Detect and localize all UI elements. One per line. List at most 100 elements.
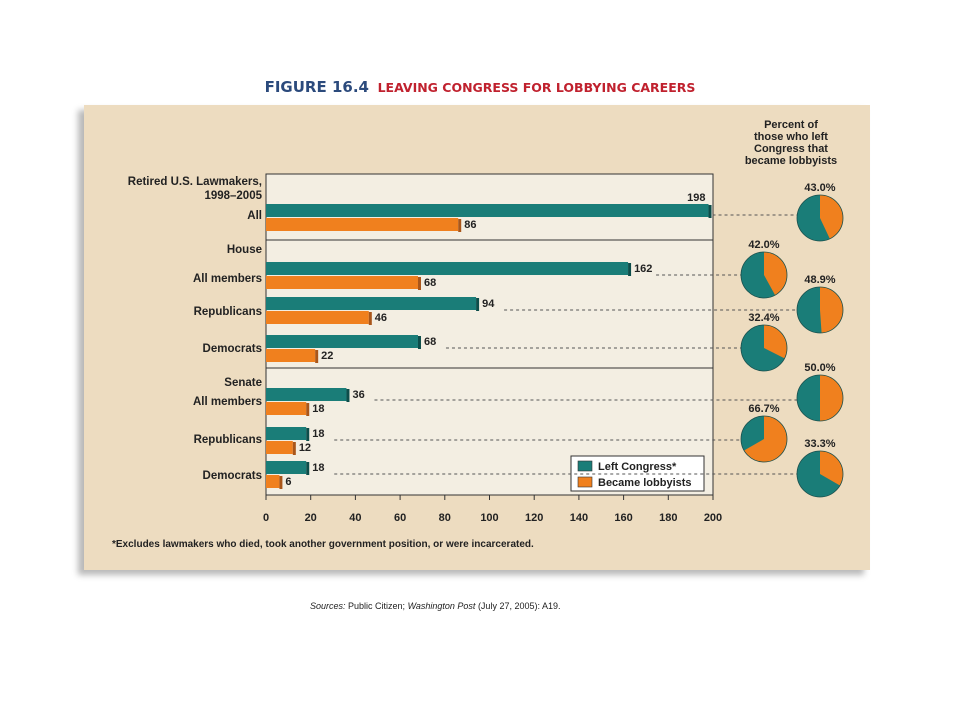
bar-left-congress-6 xyxy=(266,461,307,474)
bar-left-congress-5 xyxy=(266,427,307,440)
percent-header-line-3: Congress that xyxy=(754,143,828,155)
value-label-became-lobbyists-2: 46 xyxy=(375,312,387,324)
pie-wedge-0 xyxy=(820,195,844,239)
bar-left-congress-1 xyxy=(266,262,629,275)
pie-wedge-4 xyxy=(820,375,843,421)
category-label-6: Democrats xyxy=(203,470,262,482)
x-tick-label-9: 180 xyxy=(659,512,677,524)
sources-text-1: Public Citizen; xyxy=(345,601,408,611)
bar-left-congress-6-edge xyxy=(306,462,310,475)
bar-became-lobbyists-2-edge xyxy=(368,312,372,325)
legend-swatch-left-congress xyxy=(577,460,593,472)
pie-label-2: 48.9% xyxy=(804,274,835,286)
pie-label-1: 42.0% xyxy=(748,239,779,251)
figure-heading: LEAVING CONGRESS FOR LOBBYING CAREERS xyxy=(377,80,696,95)
category-label-0: All xyxy=(247,210,262,222)
bar-became-lobbyists-1 xyxy=(266,276,418,289)
sources-note: Sources: Public Citizen; Washington Post… xyxy=(310,601,561,611)
value-label-left-congress-6: 18 xyxy=(312,462,324,474)
x-tick-label-6: 120 xyxy=(525,512,543,524)
pie-wedge-2 xyxy=(820,287,844,333)
bar-became-lobbyists-4-edge xyxy=(306,403,310,416)
bar-left-congress-2-edge xyxy=(476,298,480,311)
bar-became-lobbyists-6-edge xyxy=(279,476,283,489)
bar-left-congress-4 xyxy=(266,388,347,401)
category-label-5: Republicans xyxy=(194,434,262,446)
pie-outline-4 xyxy=(796,374,844,422)
bar-became-lobbyists-0-edge xyxy=(458,219,462,232)
group-label-house: House xyxy=(227,244,262,256)
bar-left-congress-1-edge xyxy=(628,263,632,276)
value-label-became-lobbyists-5: 12 xyxy=(299,442,311,454)
pie-label-3: 32.4% xyxy=(748,312,779,324)
bar-left-congress-5-edge xyxy=(306,428,310,441)
value-label-became-lobbyists-4: 18 xyxy=(312,403,324,415)
pie-outline-5 xyxy=(740,415,788,463)
footnote: *Excludes lawmakers who died, took anoth… xyxy=(112,539,534,550)
category-label-2: Republicans xyxy=(194,306,262,318)
bar-left-congress-0-edge xyxy=(708,205,712,218)
group-label-retired-line2: 1998–2005 xyxy=(204,190,262,202)
x-tick-label-8: 160 xyxy=(614,512,632,524)
value-label-left-congress-4: 36 xyxy=(352,389,364,401)
legend-label-left-congress: Left Congress* xyxy=(598,461,677,473)
bar-left-congress-0 xyxy=(266,204,709,217)
figure-title: FIGURE 16.4 LEAVING CONGRESS FOR LOBBYIN… xyxy=(0,78,960,96)
pie-outline-0 xyxy=(796,194,844,242)
figure-number: FIGURE 16.4 xyxy=(264,78,369,96)
pie-wedge-6 xyxy=(820,451,843,486)
bar-left-congress-3-edge xyxy=(417,336,421,349)
bar-left-congress-3 xyxy=(266,335,418,348)
sources-label: Sources: xyxy=(310,601,346,611)
sources-text-2: (July 27, 2005): A19. xyxy=(475,601,561,611)
value-label-became-lobbyists-0: 86 xyxy=(464,219,476,231)
value-label-left-congress-0: 198 xyxy=(687,192,705,204)
x-tick-label-0: 0 xyxy=(263,512,269,524)
legend-swatch-became-lobbyists xyxy=(577,476,593,488)
pie-outline-1 xyxy=(740,251,788,299)
bar-became-lobbyists-5-edge xyxy=(292,442,296,455)
percent-header-line-1: Percent of xyxy=(764,119,818,131)
x-tick-label-3: 60 xyxy=(394,512,406,524)
pie-outline-3 xyxy=(740,324,788,372)
bar-became-lobbyists-6 xyxy=(266,475,280,488)
category-label-4: All members xyxy=(193,396,262,408)
x-tick-label-2: 40 xyxy=(349,512,361,524)
legend-label-became-lobbyists: Became lobbyists xyxy=(598,477,692,489)
bar-became-lobbyists-2 xyxy=(266,311,369,324)
value-label-became-lobbyists-1: 68 xyxy=(424,277,436,289)
bar-became-lobbyists-4 xyxy=(266,402,307,415)
value-label-left-congress-5: 18 xyxy=(312,428,324,440)
pie-label-6: 33.3% xyxy=(804,438,835,450)
x-tick-label-10: 200 xyxy=(704,512,722,524)
value-label-left-congress-3: 68 xyxy=(424,336,436,348)
x-tick-label-4: 80 xyxy=(439,512,451,524)
bar-became-lobbyists-3 xyxy=(266,349,316,362)
value-label-left-congress-2: 94 xyxy=(482,298,495,310)
bar-left-congress-2 xyxy=(266,297,477,310)
x-tick-label-5: 100 xyxy=(480,512,498,524)
sources-publication: Washington Post xyxy=(407,601,476,611)
bar-became-lobbyists-0 xyxy=(266,218,459,231)
pie-label-4: 50.0% xyxy=(804,362,835,374)
bar-left-congress-4-edge xyxy=(346,389,350,402)
bar-became-lobbyists-1-edge xyxy=(417,277,421,290)
group-label-senate: Senate xyxy=(224,377,262,389)
group-label-retired-line1: Retired U.S. Lawmakers, xyxy=(128,176,262,188)
value-label-left-congress-1: 162 xyxy=(634,263,652,275)
bar-became-lobbyists-3-edge xyxy=(315,350,319,363)
category-label-3: Democrats xyxy=(203,343,262,355)
value-label-became-lobbyists-6: 6 xyxy=(285,476,291,488)
pie-label-0: 43.0% xyxy=(804,182,835,194)
pie-outline-6 xyxy=(796,450,844,498)
bar-became-lobbyists-5 xyxy=(266,441,293,454)
pie-label-5: 66.7% xyxy=(748,403,779,415)
x-tick-label-1: 20 xyxy=(305,512,317,524)
value-label-became-lobbyists-3: 22 xyxy=(321,350,333,362)
x-tick-label-7: 140 xyxy=(570,512,588,524)
pie-outline-2 xyxy=(796,286,844,334)
percent-header-line-4: became lobbyists xyxy=(745,155,837,167)
category-label-1: All members xyxy=(193,273,262,285)
pie-wedge-1 xyxy=(764,252,787,296)
